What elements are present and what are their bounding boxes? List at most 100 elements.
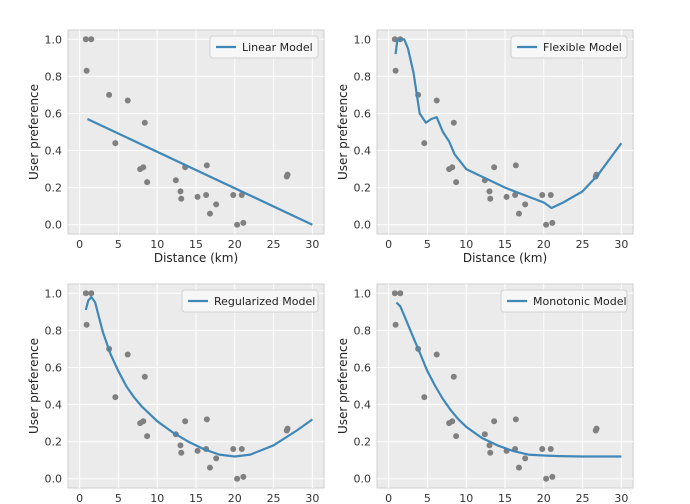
scatter-point <box>141 373 148 380</box>
x-tick-label: 10 <box>150 492 164 504</box>
x-tick-label: 25 <box>576 492 590 504</box>
legend-box <box>500 289 628 313</box>
scatter-point <box>391 290 398 297</box>
x-tick-label: 0 <box>385 492 392 504</box>
y-tick-label: 1.0 <box>354 33 372 46</box>
model-curve <box>394 38 623 210</box>
x-tick-label: 15 <box>189 238 203 251</box>
subplot-1: 0 5 10 15 20 25 30 0.0 0.2 0.4 0.6 0.8 1.0 Distance (… <box>27 29 325 265</box>
scatter-point <box>421 140 428 147</box>
scatter-point <box>397 290 404 297</box>
x-tick-label: 30 <box>614 238 628 251</box>
scatter-point <box>593 425 600 432</box>
y-axis-label: User preference <box>336 338 350 434</box>
scatter-point <box>433 97 440 104</box>
scatter-point <box>240 473 247 480</box>
y-tick-label: 1.0 <box>354 287 372 300</box>
x-tick-label: 15 <box>498 492 512 504</box>
scatter-point <box>522 455 529 462</box>
y-tick-label: 0.6 <box>354 361 372 374</box>
y-tick-label: 0.4 <box>354 399 372 412</box>
scatter-point <box>177 188 184 195</box>
x-tick-label: 20 <box>537 238 551 251</box>
x-tick-label: 5 <box>115 492 122 504</box>
legend: Flexible Model <box>510 35 628 59</box>
scatter-point <box>481 431 488 438</box>
y-tick-label: 0.2 <box>45 436 63 449</box>
scatter-point <box>194 193 201 200</box>
scatter-point <box>512 192 519 199</box>
scatter-point <box>178 449 185 456</box>
scatter-point <box>238 192 245 199</box>
subplot-3: 0 5 10 15 20 25 30 0.0 0.2 0.4 0.6 0.8 1.0 User prefe… <box>27 283 325 504</box>
scatter-point <box>512 162 519 169</box>
x-tick-label: 20 <box>228 238 242 251</box>
scatter-point <box>549 473 556 480</box>
y-tick-label: 0.8 <box>45 324 63 337</box>
y-tick-label: 0.2 <box>45 182 63 195</box>
legend: Linear Model <box>209 35 319 59</box>
legend-label: Monotonic Model <box>533 295 627 308</box>
scatter-point <box>82 36 89 43</box>
model-curve <box>395 301 622 458</box>
scatter-point <box>284 425 291 432</box>
scatter-point <box>421 394 428 401</box>
subplot-4: 0 5 10 15 20 25 30 0.0 0.2 0.4 0.6 0.8 1.0 User prefe… <box>336 283 634 504</box>
scatter-point <box>83 67 90 74</box>
y-tick-label: 0.0 <box>354 473 372 486</box>
scatter-point <box>503 193 510 200</box>
y-tick-label: 0.8 <box>354 324 372 337</box>
scatter-point <box>106 91 113 98</box>
y-tick-label: 0.4 <box>45 145 63 158</box>
scatter-point <box>487 195 494 202</box>
scatter-point <box>206 210 213 217</box>
y-tick-label: 0.4 <box>45 399 63 412</box>
y-tick-label: 0.2 <box>354 182 372 195</box>
scatter-point <box>213 455 220 462</box>
scatter-point <box>515 210 522 217</box>
x-axis-label: Distance (km) <box>463 251 547 265</box>
y-tick-label: 1.0 <box>45 287 63 300</box>
scatter-point <box>491 418 498 425</box>
y-tick-label: 0.6 <box>45 107 63 120</box>
scatter-point <box>234 221 241 228</box>
x-tick-label: 10 <box>459 492 473 504</box>
scatter-point <box>392 67 399 74</box>
x-tick-label: 20 <box>537 492 551 504</box>
scatter-point <box>144 433 151 440</box>
scatter-point <box>284 171 291 178</box>
scatter-point <box>515 464 522 471</box>
scatter-point <box>177 442 184 449</box>
x-tick-label: 0 <box>385 238 392 251</box>
x-tick-label: 25 <box>267 492 281 504</box>
y-axis-label: User preference <box>27 338 41 434</box>
scatter-point <box>543 475 550 482</box>
scatter-point <box>234 475 241 482</box>
scatter-point <box>112 394 119 401</box>
legend: Regularized Model <box>181 289 319 313</box>
scatter-point <box>124 97 131 104</box>
scatter-point <box>112 140 119 147</box>
scatter-point <box>203 416 210 423</box>
scatter-point <box>486 188 493 195</box>
scatter-point <box>178 195 185 202</box>
y-tick-label: 1.0 <box>45 33 63 46</box>
legend-box <box>510 35 628 59</box>
y-tick-label: 0.0 <box>45 219 63 232</box>
x-tick-label: 10 <box>459 238 473 251</box>
scatter-point <box>522 201 529 208</box>
scatter-point <box>203 192 210 199</box>
scatter-point <box>238 446 245 453</box>
y-tick-label: 0.8 <box>354 70 372 83</box>
x-tick-label: 15 <box>189 492 203 504</box>
y-tick-label: 0.8 <box>45 70 63 83</box>
legend-label: Flexible Model <box>543 41 622 54</box>
legend-label: Regularized Model <box>214 295 315 308</box>
y-tick-label: 0.2 <box>354 436 372 449</box>
y-axis-label: User preference <box>336 84 350 180</box>
scatter-point <box>539 446 546 453</box>
subplot-2: 0 5 10 15 20 25 30 0.0 0.2 0.4 0.6 0.8 1.0 Distance (… <box>336 29 634 265</box>
scatter-point <box>140 164 147 171</box>
scatter-point <box>88 36 95 43</box>
